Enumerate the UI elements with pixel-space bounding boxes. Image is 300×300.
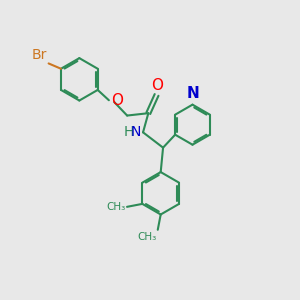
Text: CH₃: CH₃ — [137, 232, 157, 242]
Text: O: O — [151, 78, 163, 93]
Text: O: O — [111, 93, 123, 108]
Text: N: N — [186, 86, 199, 101]
Text: N: N — [130, 125, 141, 139]
Text: CH₃: CH₃ — [106, 202, 126, 212]
Text: H: H — [123, 125, 134, 139]
Text: Br: Br — [32, 48, 47, 62]
